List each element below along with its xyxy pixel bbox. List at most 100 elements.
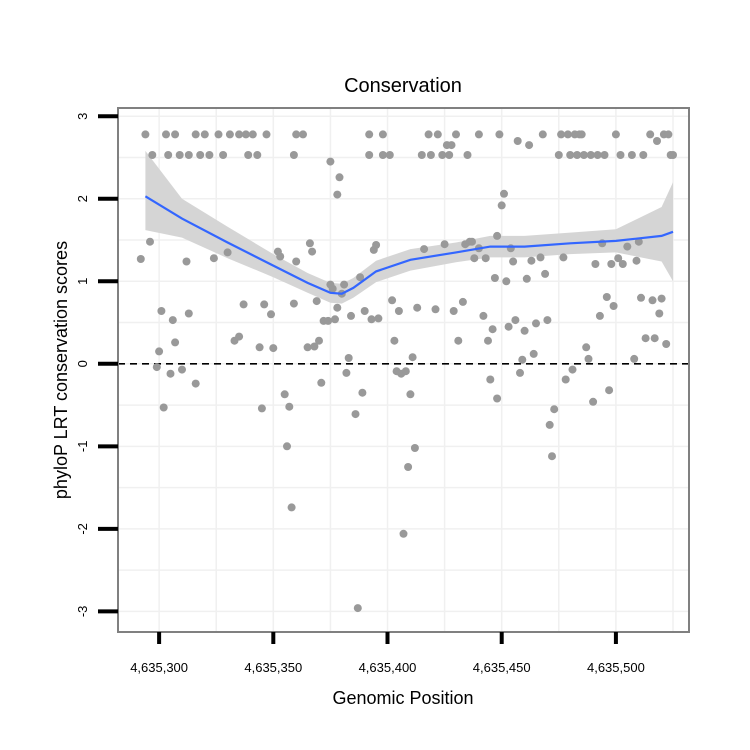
data-point <box>353 604 362 613</box>
data-point <box>157 307 166 315</box>
y-axis: 3 2 1 0 -1 -2 -3 <box>75 113 118 617</box>
data-point <box>431 305 440 314</box>
data-point <box>178 365 186 374</box>
data-point <box>438 151 447 159</box>
data-point <box>536 253 545 262</box>
data-point <box>328 284 337 293</box>
data-point <box>333 190 342 199</box>
data-point <box>641 334 650 343</box>
data-point <box>324 316 333 325</box>
data-point <box>351 410 360 419</box>
data-point <box>390 336 399 345</box>
data-point <box>305 239 314 248</box>
data-point <box>171 130 180 139</box>
data-point <box>342 368 351 377</box>
data-point <box>253 151 262 159</box>
data-point <box>182 257 191 266</box>
data-point <box>669 151 677 159</box>
data-point <box>554 151 563 159</box>
data-point <box>532 319 540 328</box>
smooth-line <box>144 195 674 295</box>
data-point <box>315 336 323 345</box>
data-point <box>602 293 611 301</box>
data-point <box>358 388 367 397</box>
data-point <box>424 130 433 139</box>
data-point <box>223 248 232 257</box>
data-point <box>191 379 200 388</box>
data-point <box>529 349 538 358</box>
data-point <box>593 151 602 159</box>
data-point <box>611 130 620 139</box>
data-point <box>579 151 588 159</box>
data-point <box>413 303 422 312</box>
data-point <box>385 151 394 159</box>
data-point <box>650 334 659 343</box>
data-point <box>401 367 410 376</box>
data-point <box>269 344 278 353</box>
data-point <box>283 442 291 451</box>
data-point <box>426 151 435 159</box>
data-point <box>280 390 289 399</box>
data-point <box>374 314 383 323</box>
data-point <box>591 260 600 268</box>
data-point <box>502 277 511 286</box>
data-point <box>408 353 417 362</box>
data-point <box>317 378 326 387</box>
data-point <box>335 173 344 182</box>
data-point <box>623 242 632 251</box>
data-point <box>285 402 294 411</box>
data-point <box>205 151 214 159</box>
x-axis: 4,635,300 4,635,350 4,635,400 4,635,450 4,63… <box>130 632 645 675</box>
data-point <box>653 137 661 145</box>
data-point <box>525 141 534 150</box>
data-point <box>164 151 173 159</box>
data-point <box>511 316 520 325</box>
data-point <box>486 375 495 384</box>
data-point <box>260 300 269 309</box>
data-point <box>495 130 504 139</box>
data-point <box>399 529 408 538</box>
data-point <box>378 151 387 159</box>
data-point <box>618 260 627 268</box>
data-point <box>171 338 180 347</box>
data-point <box>239 300 248 309</box>
data-point <box>276 252 285 261</box>
data-point <box>648 296 657 305</box>
data-point <box>262 130 271 139</box>
data-point <box>267 310 275 319</box>
data-point <box>474 130 483 139</box>
data-point <box>566 151 575 159</box>
data-point <box>637 293 645 302</box>
data-point <box>577 130 586 139</box>
data-point <box>589 397 598 406</box>
data-point <box>454 336 463 345</box>
x-tick-label: 4,635,400 <box>359 660 417 675</box>
data-point <box>175 151 184 159</box>
data-point <box>136 255 145 263</box>
data-point <box>235 332 244 341</box>
data-point <box>664 130 673 139</box>
data-point <box>470 254 479 263</box>
data-point <box>605 386 614 395</box>
data-point <box>607 260 616 268</box>
data-point <box>310 342 319 351</box>
data-point <box>573 151 582 159</box>
smooth-ci-band <box>145 150 673 304</box>
y-tick-label: 1 <box>75 278 90 285</box>
data-point <box>449 307 458 315</box>
loess-line <box>144 195 674 295</box>
data-point <box>244 151 253 159</box>
data-point <box>513 137 522 145</box>
data-point <box>550 405 559 414</box>
data-point <box>520 326 529 335</box>
data-point <box>312 297 321 306</box>
data-point <box>433 130 442 139</box>
data-point <box>184 151 193 159</box>
data-point <box>545 420 554 429</box>
data-point <box>235 130 244 139</box>
data-point <box>292 257 301 266</box>
data-point <box>538 130 547 139</box>
data-point <box>481 254 490 263</box>
data-point <box>559 253 568 262</box>
